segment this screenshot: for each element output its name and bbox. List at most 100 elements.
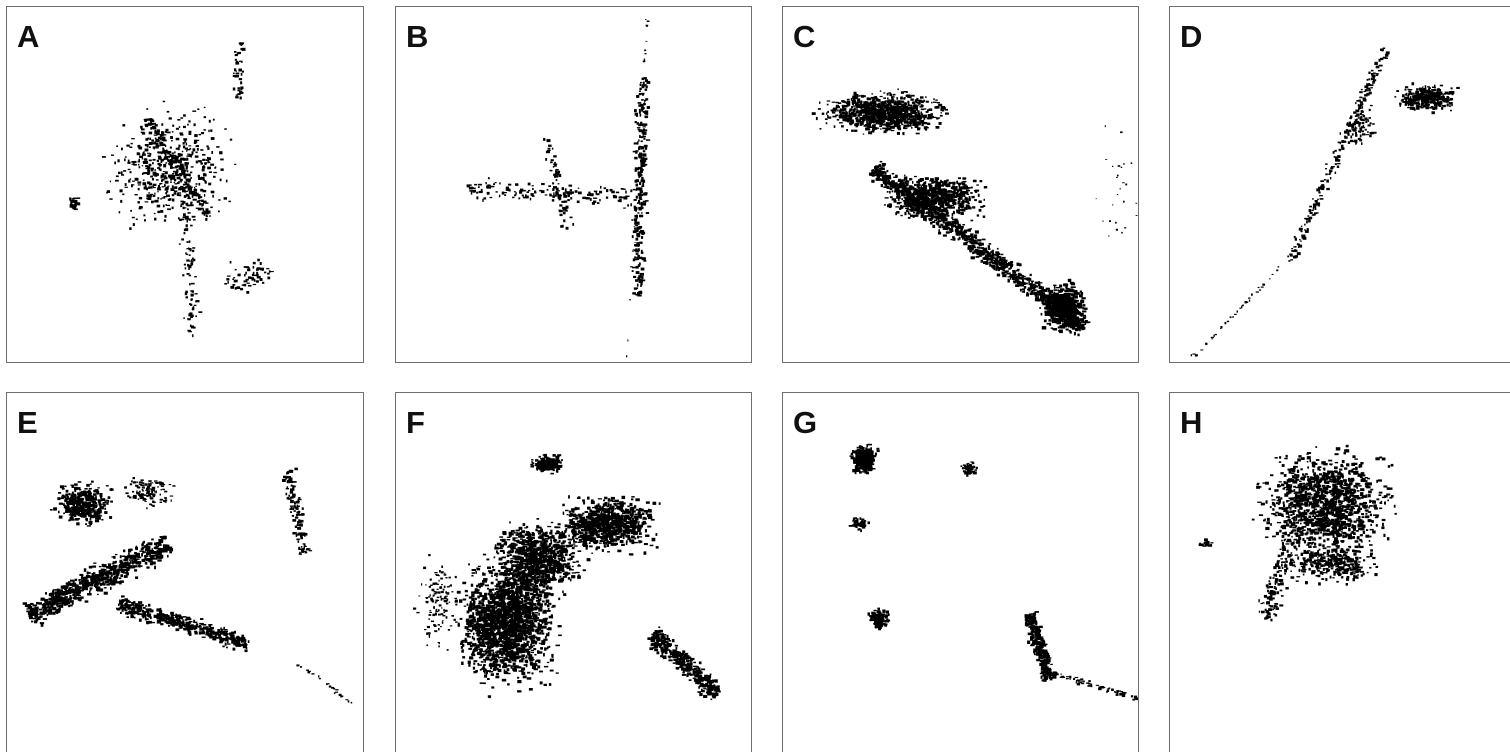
building-footprint bbox=[1041, 298, 1045, 301]
building-footprint bbox=[1057, 313, 1061, 315]
building-footprint bbox=[1026, 293, 1029, 297]
building-footprint bbox=[1344, 136, 1348, 139]
building-footprint bbox=[984, 261, 988, 264]
building-footprint bbox=[974, 199, 977, 202]
building-footprint bbox=[633, 258, 638, 261]
building-footprint bbox=[877, 122, 881, 125]
building-footprint bbox=[1439, 101, 1443, 104]
building-footprint bbox=[1052, 302, 1057, 306]
building-footprint bbox=[904, 111, 908, 113]
building-footprint bbox=[940, 191, 944, 194]
building-footprint bbox=[630, 266, 633, 268]
building-footprint bbox=[1415, 94, 1418, 96]
building-footprint bbox=[558, 194, 562, 197]
building-footprint bbox=[591, 202, 595, 205]
building-footprint bbox=[907, 94, 909, 98]
building-footprint bbox=[937, 215, 941, 219]
building-footprint bbox=[639, 171, 642, 173]
building-footprint bbox=[585, 197, 590, 200]
building-footprint bbox=[145, 167, 149, 170]
building-footprint bbox=[1068, 300, 1071, 303]
building-footprint bbox=[904, 186, 907, 189]
building-footprint bbox=[875, 98, 879, 102]
building-footprint bbox=[147, 165, 151, 169]
building-footprint bbox=[842, 106, 845, 109]
building-footprint bbox=[1058, 289, 1062, 293]
building-footprint bbox=[930, 215, 935, 218]
building-footprint bbox=[942, 234, 947, 237]
building-footprint bbox=[891, 190, 894, 193]
building-footprint bbox=[857, 100, 859, 103]
building-footprint bbox=[946, 210, 949, 212]
building-footprint bbox=[1067, 310, 1072, 313]
building-footprint bbox=[896, 211, 900, 214]
building-footprint bbox=[1059, 309, 1063, 313]
building-footprint bbox=[815, 116, 818, 121]
building-footprint bbox=[873, 124, 876, 127]
building-footprint bbox=[152, 142, 156, 145]
building-footprint bbox=[1428, 88, 1431, 92]
building-footprint bbox=[905, 183, 909, 187]
building-footprint bbox=[907, 115, 911, 117]
building-footprint bbox=[928, 183, 932, 186]
building-footprint bbox=[840, 114, 843, 118]
building-footprint bbox=[229, 138, 233, 141]
building-footprint bbox=[234, 51, 237, 53]
building-footprint bbox=[1002, 263, 1006, 267]
building-footprint bbox=[1053, 285, 1056, 289]
building-footprint bbox=[900, 100, 905, 103]
building-footprint bbox=[869, 101, 872, 104]
building-footprint bbox=[1433, 106, 1438, 110]
building-footprint bbox=[1416, 105, 1420, 109]
building-footprint bbox=[1061, 298, 1065, 301]
building-footprint bbox=[940, 215, 945, 218]
building-footprint bbox=[950, 238, 953, 241]
building-footprint bbox=[642, 110, 647, 113]
building-footprint bbox=[640, 230, 645, 233]
building-footprint bbox=[151, 139, 155, 142]
building-footprint bbox=[1353, 111, 1357, 114]
building-footprint bbox=[941, 204, 945, 209]
building-footprint bbox=[1072, 308, 1074, 311]
building-footprint bbox=[1073, 331, 1076, 336]
building-footprint bbox=[879, 125, 882, 127]
building-footprint bbox=[1306, 228, 1309, 231]
building-footprint bbox=[901, 206, 904, 209]
building-footprint bbox=[893, 121, 896, 124]
building-footprint bbox=[920, 195, 924, 199]
building-footprint bbox=[828, 116, 832, 119]
building-footprint bbox=[1008, 262, 1012, 264]
building-footprint bbox=[903, 118, 907, 121]
building-footprint bbox=[207, 160, 210, 164]
building-footprint bbox=[871, 169, 874, 172]
building-footprint bbox=[144, 160, 149, 164]
building-footprint bbox=[577, 191, 582, 195]
building-footprint bbox=[200, 162, 203, 165]
building-footprint bbox=[917, 186, 921, 190]
building-footprint bbox=[190, 224, 193, 227]
building-footprint bbox=[824, 118, 828, 120]
building-footprint bbox=[184, 215, 189, 219]
building-footprint bbox=[904, 127, 908, 130]
building-footprint bbox=[625, 195, 628, 199]
building-footprint bbox=[640, 284, 642, 287]
building-footprint bbox=[960, 191, 963, 195]
building-footprint bbox=[199, 196, 203, 199]
building-footprint bbox=[1437, 101, 1439, 103]
building-footprint bbox=[1014, 281, 1017, 283]
building-footprint bbox=[596, 202, 600, 204]
building-footprint bbox=[924, 199, 926, 203]
building-footprint bbox=[942, 189, 945, 193]
building-footprint bbox=[159, 183, 161, 185]
building-footprint bbox=[967, 187, 971, 189]
building-footprint bbox=[1003, 271, 1007, 274]
building-footprint bbox=[270, 271, 274, 273]
building-footprint bbox=[1095, 198, 1097, 200]
building-footprint bbox=[875, 178, 880, 181]
building-footprint bbox=[914, 99, 918, 103]
building-footprint bbox=[1443, 93, 1447, 95]
building-footprint bbox=[891, 97, 894, 101]
building-footprint bbox=[1425, 101, 1428, 105]
building-footprint bbox=[919, 106, 924, 108]
building-footprint bbox=[1356, 100, 1360, 102]
